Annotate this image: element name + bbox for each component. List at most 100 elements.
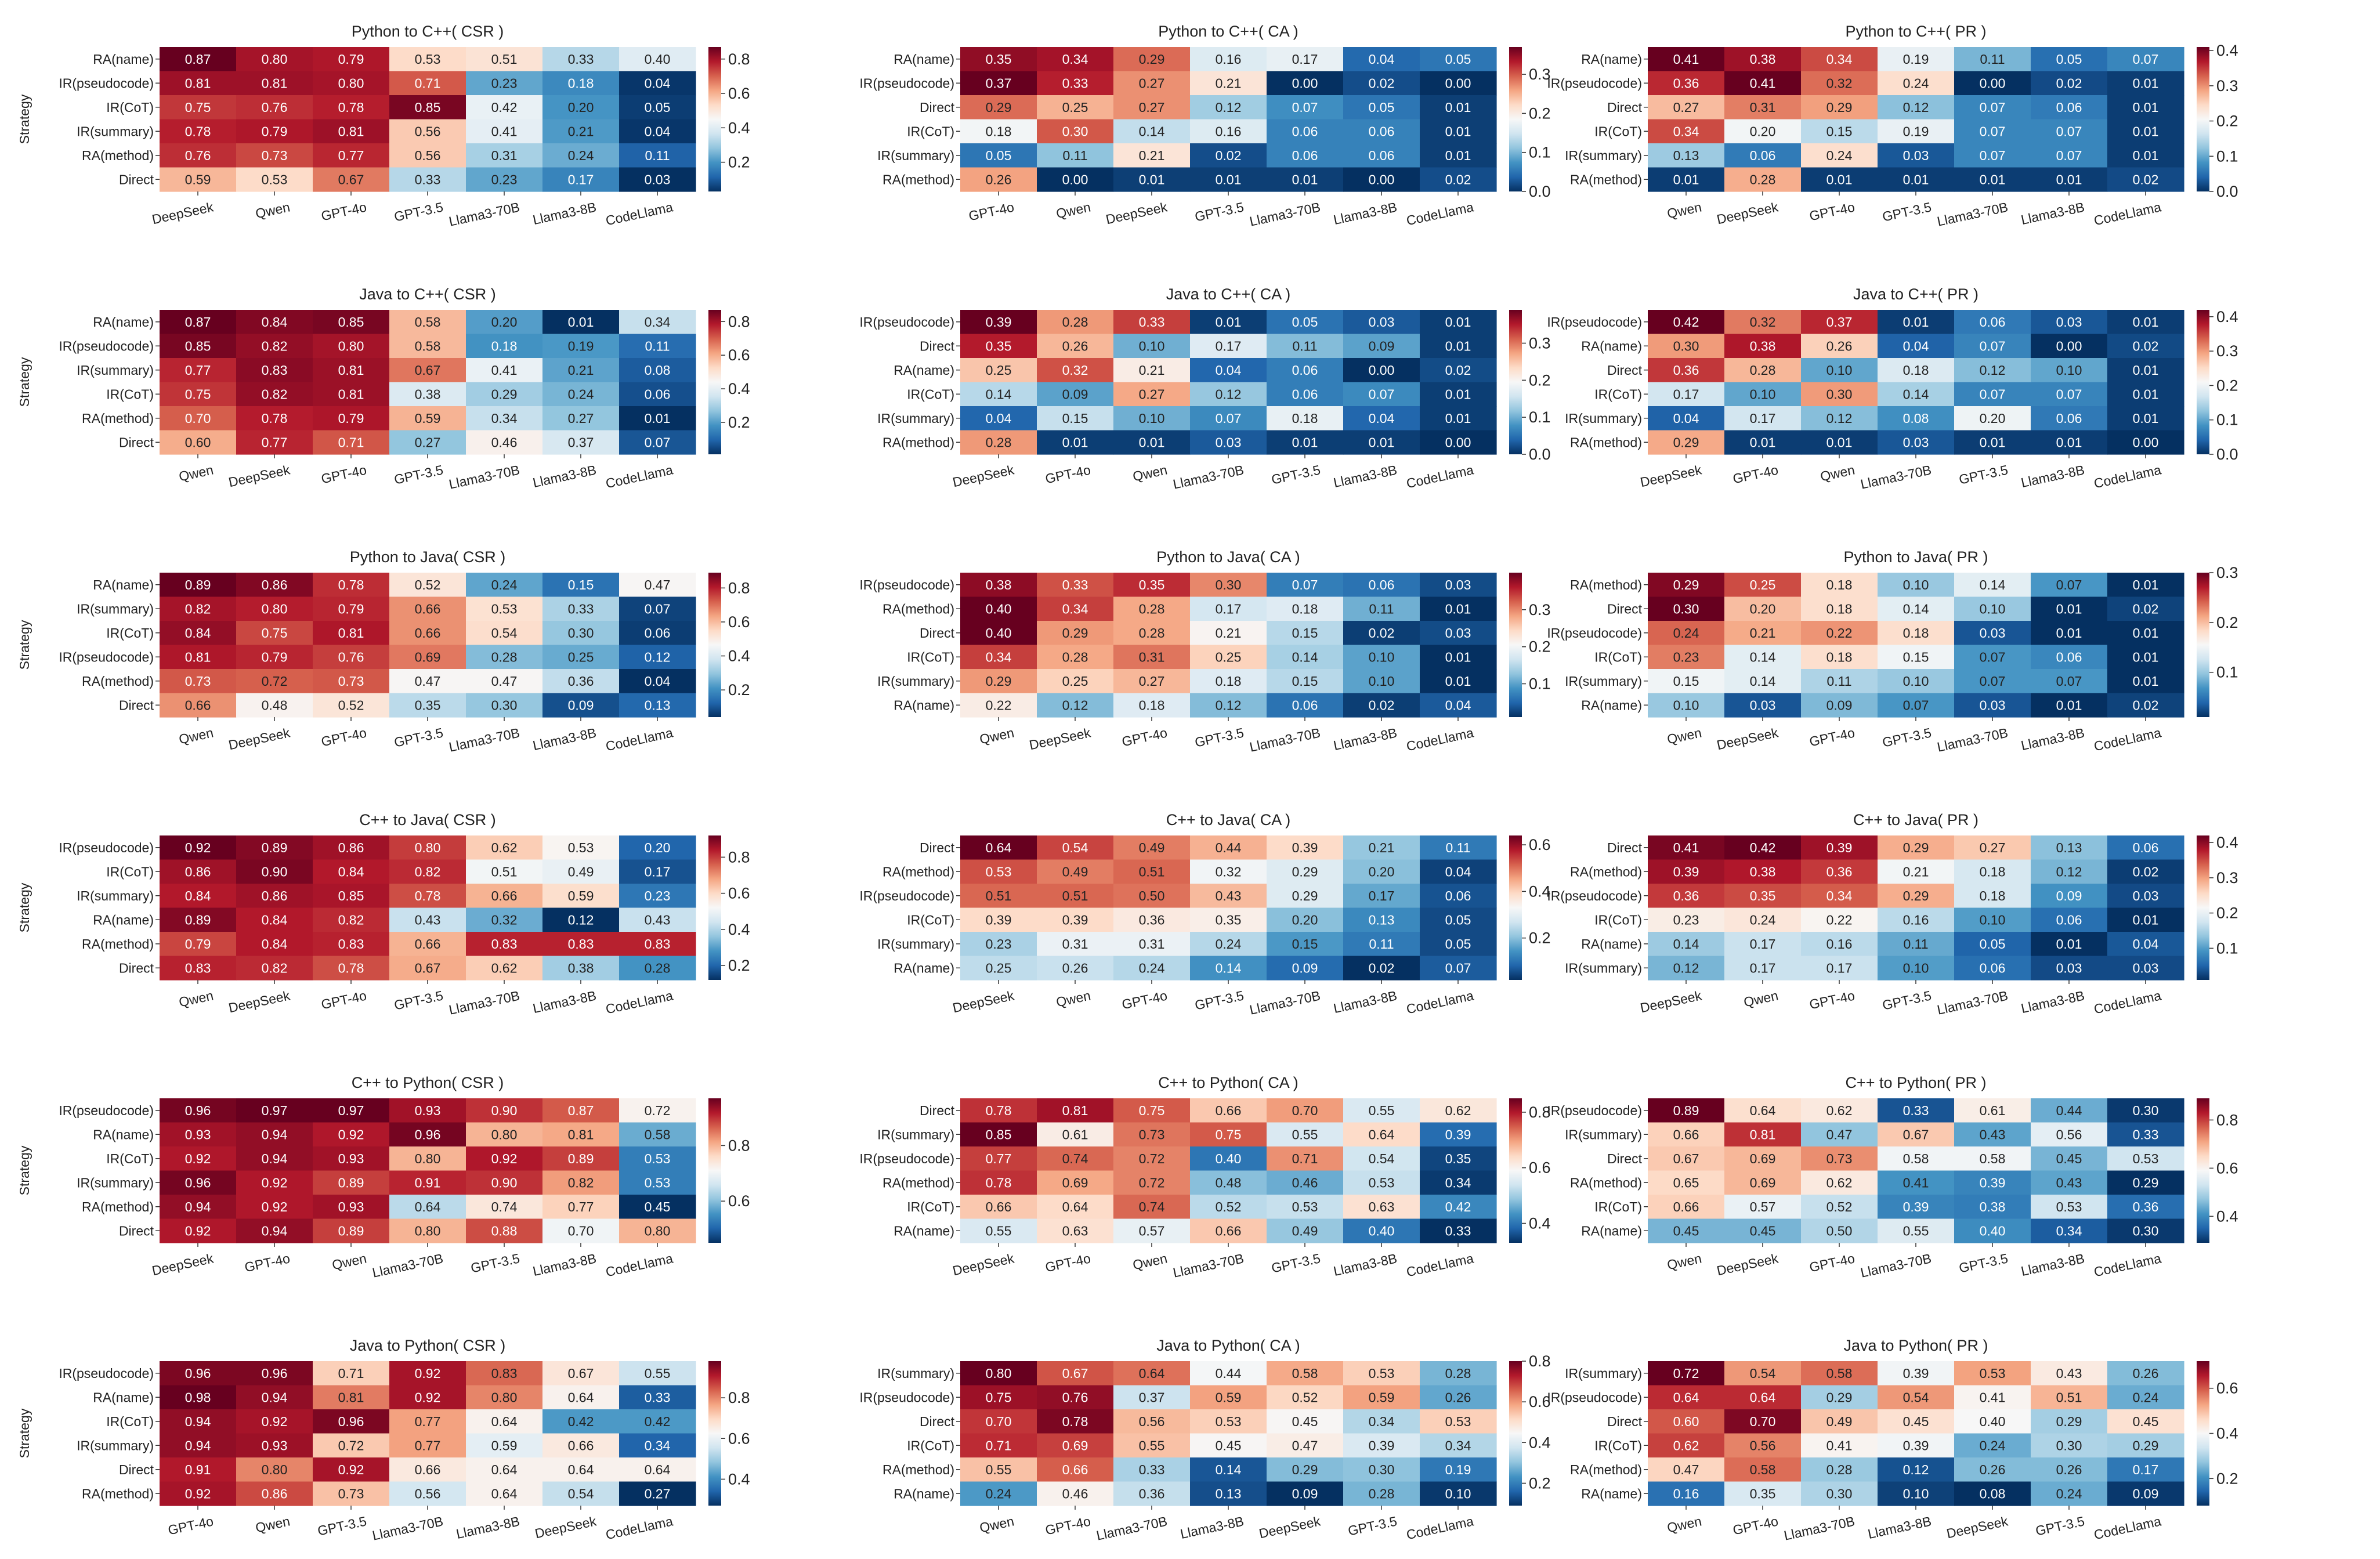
cell-value-label: 0.18	[1980, 888, 2006, 903]
cell-value-label: 0.74	[491, 1199, 518, 1214]
cell-value-label: 0.47	[415, 674, 441, 689]
row-tick-label: IR(pseudocode)	[1547, 888, 1642, 903]
colorbar-tick-label: 0.4	[1529, 882, 1551, 900]
col-tick-label: CodeLlama	[605, 462, 675, 491]
col-tick-label: DeepSeek	[952, 1250, 1016, 1278]
heatmap-cell	[1420, 884, 1497, 909]
heatmap-cell	[960, 596, 1037, 621]
cell-value-label: 0.55	[986, 1462, 1012, 1477]
cell-value-label: 0.14	[1139, 124, 1165, 139]
heatmap-cell	[1801, 859, 1878, 884]
colorbar	[2197, 835, 2209, 980]
heatmap-cell	[1801, 1170, 1878, 1195]
heatmap-cell	[1878, 430, 1955, 455]
cell-value-label: 0.17	[1673, 386, 1699, 401]
cell-value-label: 0.63	[1062, 1223, 1088, 1238]
cell-value-label: 0.10	[1369, 649, 1395, 664]
cell-value-label: 0.04	[1369, 411, 1395, 426]
cell-value-label: 0.23	[1673, 649, 1699, 664]
cell-value-label: 0.86	[185, 864, 211, 879]
cell-value-label: 0.46	[1062, 1486, 1088, 1501]
cell-value-label: 0.30	[2056, 1438, 2082, 1453]
cell-value-label: 0.81	[185, 649, 211, 664]
chart-title: C++ to Python( CSR )	[352, 1074, 504, 1091]
cell-value-label: 0.05	[2056, 52, 2082, 67]
cell-value-label: 0.73	[1826, 1151, 1853, 1166]
heatmap-cell	[1420, 334, 1497, 359]
heatmap-cell	[160, 430, 237, 455]
cell-value-label: 0.15	[1292, 674, 1318, 689]
cell-value-label: 0.69	[1750, 1151, 1776, 1166]
heatmap-cell	[1648, 669, 1725, 694]
cell-value-label: 0.31	[1750, 100, 1776, 115]
cell-value-label: 0.55	[1369, 1103, 1395, 1118]
col-tick-label: Llama3-70B	[447, 725, 521, 754]
cell-value-label: 0.17	[1826, 960, 1853, 975]
col-tick-label: CodeLlama	[2093, 988, 2163, 1017]
cell-value-label: 0.14	[1903, 601, 1929, 616]
heatmap-cell	[313, 167, 390, 192]
cell-value-label: 0.81	[185, 75, 211, 91]
cell-value-label: 0.03	[2133, 960, 2159, 975]
heatmap-cell	[1724, 358, 1802, 383]
heatmap-cell	[466, 1481, 543, 1506]
col-tick-label: Llama3-70B	[1248, 199, 1322, 229]
row-tick-label: Direct	[119, 1223, 154, 1238]
cell-value-label: 0.10	[1139, 411, 1165, 426]
cell-value-label: 0.16	[1216, 124, 1242, 139]
heatmap-cell	[2107, 1361, 2184, 1386]
heatmap-cell	[1343, 1098, 1420, 1123]
col-tick-label: GPT-4o	[1808, 1250, 1856, 1275]
cell-value-label: 0.78	[986, 1103, 1012, 1118]
heatmap-cell	[1724, 1457, 1802, 1482]
heatmap-cell	[313, 956, 390, 981]
heatmap-cell	[2107, 382, 2184, 407]
heatmap-cell	[619, 884, 696, 909]
heatmap-cell	[1420, 1146, 1497, 1171]
cell-value-label: 0.89	[338, 1175, 364, 1190]
cell-value-label: 0.07	[2056, 386, 2082, 401]
cell-value-label: 0.37	[568, 435, 594, 450]
y-axis-label: Strategy	[17, 1408, 32, 1458]
heatmap-cell	[542, 1170, 620, 1195]
cell-value-label: 0.33	[1903, 1103, 1929, 1118]
cell-value-label: 0.45	[2056, 1151, 2082, 1166]
cell-value-label: 0.90	[491, 1175, 518, 1190]
heatmap-cell	[1190, 573, 1267, 598]
cell-value-label: 0.02	[2133, 338, 2159, 353]
chart-title: C++ to Java( CSR )	[359, 811, 496, 829]
heatmap-cell	[1420, 1195, 1497, 1220]
chart-title: Python to Java( PR )	[1843, 548, 1988, 566]
row-tick-label: RA(method)	[882, 172, 954, 187]
row-tick-label: IR(CoT)	[907, 386, 954, 401]
col-tick-label: Llama3-8B	[1179, 1513, 1245, 1542]
heatmap-cell	[1037, 47, 1114, 72]
cell-value-label: 0.01	[2133, 386, 2159, 401]
cell-value-label: 0.90	[262, 864, 288, 879]
cell-value-label: 0.34	[1062, 52, 1088, 67]
cell-value-label: 0.06	[1980, 960, 2006, 975]
cell-value-label: 0.84	[338, 864, 364, 879]
cell-value-label: 0.64	[1139, 1366, 1165, 1381]
cell-value-label: 0.87	[185, 52, 211, 67]
cell-value-label: 0.06	[1750, 148, 1776, 163]
heatmap-cell	[160, 1385, 237, 1410]
cell-value-label: 0.41	[1673, 52, 1699, 67]
cell-value-label: 0.52	[1216, 1199, 1242, 1214]
cell-value-label: 0.29	[1673, 577, 1699, 592]
heatmap-cell	[960, 859, 1037, 884]
cell-value-label: 0.96	[338, 1414, 364, 1429]
col-tick-label: Llama3-8B	[1332, 1250, 1398, 1279]
heatmap-cell	[1267, 167, 1344, 192]
heatmap-cell	[1648, 596, 1725, 621]
heatmap-cell	[160, 1457, 237, 1482]
row-tick-label: Direct	[119, 697, 154, 712]
heatmap-cell	[1878, 119, 1955, 144]
heatmap-cell	[542, 645, 620, 670]
col-tick-label: GPT-4o	[167, 1513, 215, 1538]
heatmap-cell	[2107, 1218, 2184, 1243]
heatmap-cell	[1801, 596, 1878, 621]
col-tick-label: Qwen	[1055, 988, 1092, 1010]
heatmap-cell	[160, 1433, 237, 1458]
